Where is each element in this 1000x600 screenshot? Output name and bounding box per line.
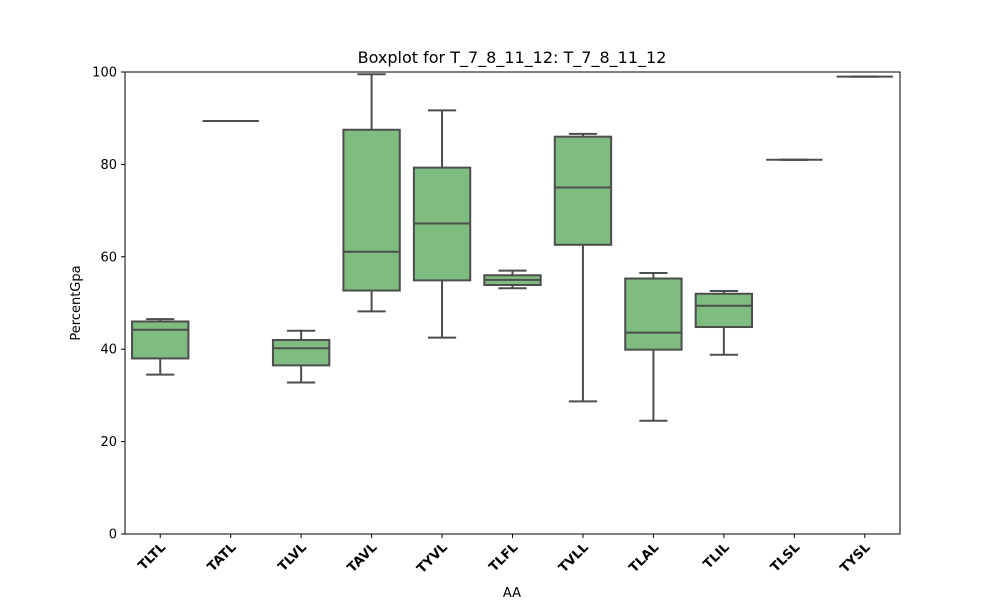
ytick-label: 60: [100, 250, 117, 265]
ytick-label: 40: [100, 343, 117, 358]
xtick-label: TVLL: [556, 540, 592, 576]
box-tlil: [694, 289, 754, 356]
x-axis-label: AA: [503, 586, 521, 600]
xtick-label: TYSL: [838, 540, 874, 576]
y-axis-label: PercentGpa: [69, 265, 84, 340]
xtick-label: TLFL: [486, 540, 521, 575]
box-tvll: [553, 132, 613, 403]
box-tyvl: [412, 109, 472, 339]
ytick-label: 100: [92, 66, 117, 81]
box-tltl: [131, 318, 190, 376]
y-axis: 0 20 40 60 80 100: [92, 66, 125, 543]
box-tavl: [342, 73, 401, 313]
ytick-label: 20: [100, 435, 117, 450]
box-tlal: [624, 271, 683, 422]
iqr-box: [131, 320, 190, 360]
ytick-label: 0: [109, 528, 117, 543]
iqr-box: [624, 277, 683, 351]
xtick-label: TLIL: [701, 540, 733, 572]
iqr-box: [342, 128, 401, 292]
plot-frame: [124, 71, 901, 535]
iqr-box: [271, 338, 331, 367]
xtick-label: TLTL: [136, 540, 169, 573]
x-axis: TLTL TATL TLVL TAVL TYVL TLFL TVLL TLAL TLIL TLSL…: [136, 534, 874, 577]
box-tlfl: [483, 269, 542, 290]
xtick-label: TLSL: [768, 540, 803, 575]
ytick-label: 80: [100, 158, 117, 173]
xtick-label: TAVL: [345, 540, 381, 576]
plot-area: [131, 73, 893, 422]
xtick-label: TLAL: [627, 540, 663, 576]
box-tlvl: [271, 329, 331, 384]
xtick-label: TYVL: [414, 540, 451, 577]
iqr-box: [694, 292, 754, 329]
xtick-label: TLVL: [276, 540, 310, 574]
chart-title: Boxplot for T_7_8_11_12: T_7_8_11_12: [358, 48, 667, 68]
iqr-box: [553, 135, 613, 246]
xtick-label: TATL: [205, 540, 240, 575]
